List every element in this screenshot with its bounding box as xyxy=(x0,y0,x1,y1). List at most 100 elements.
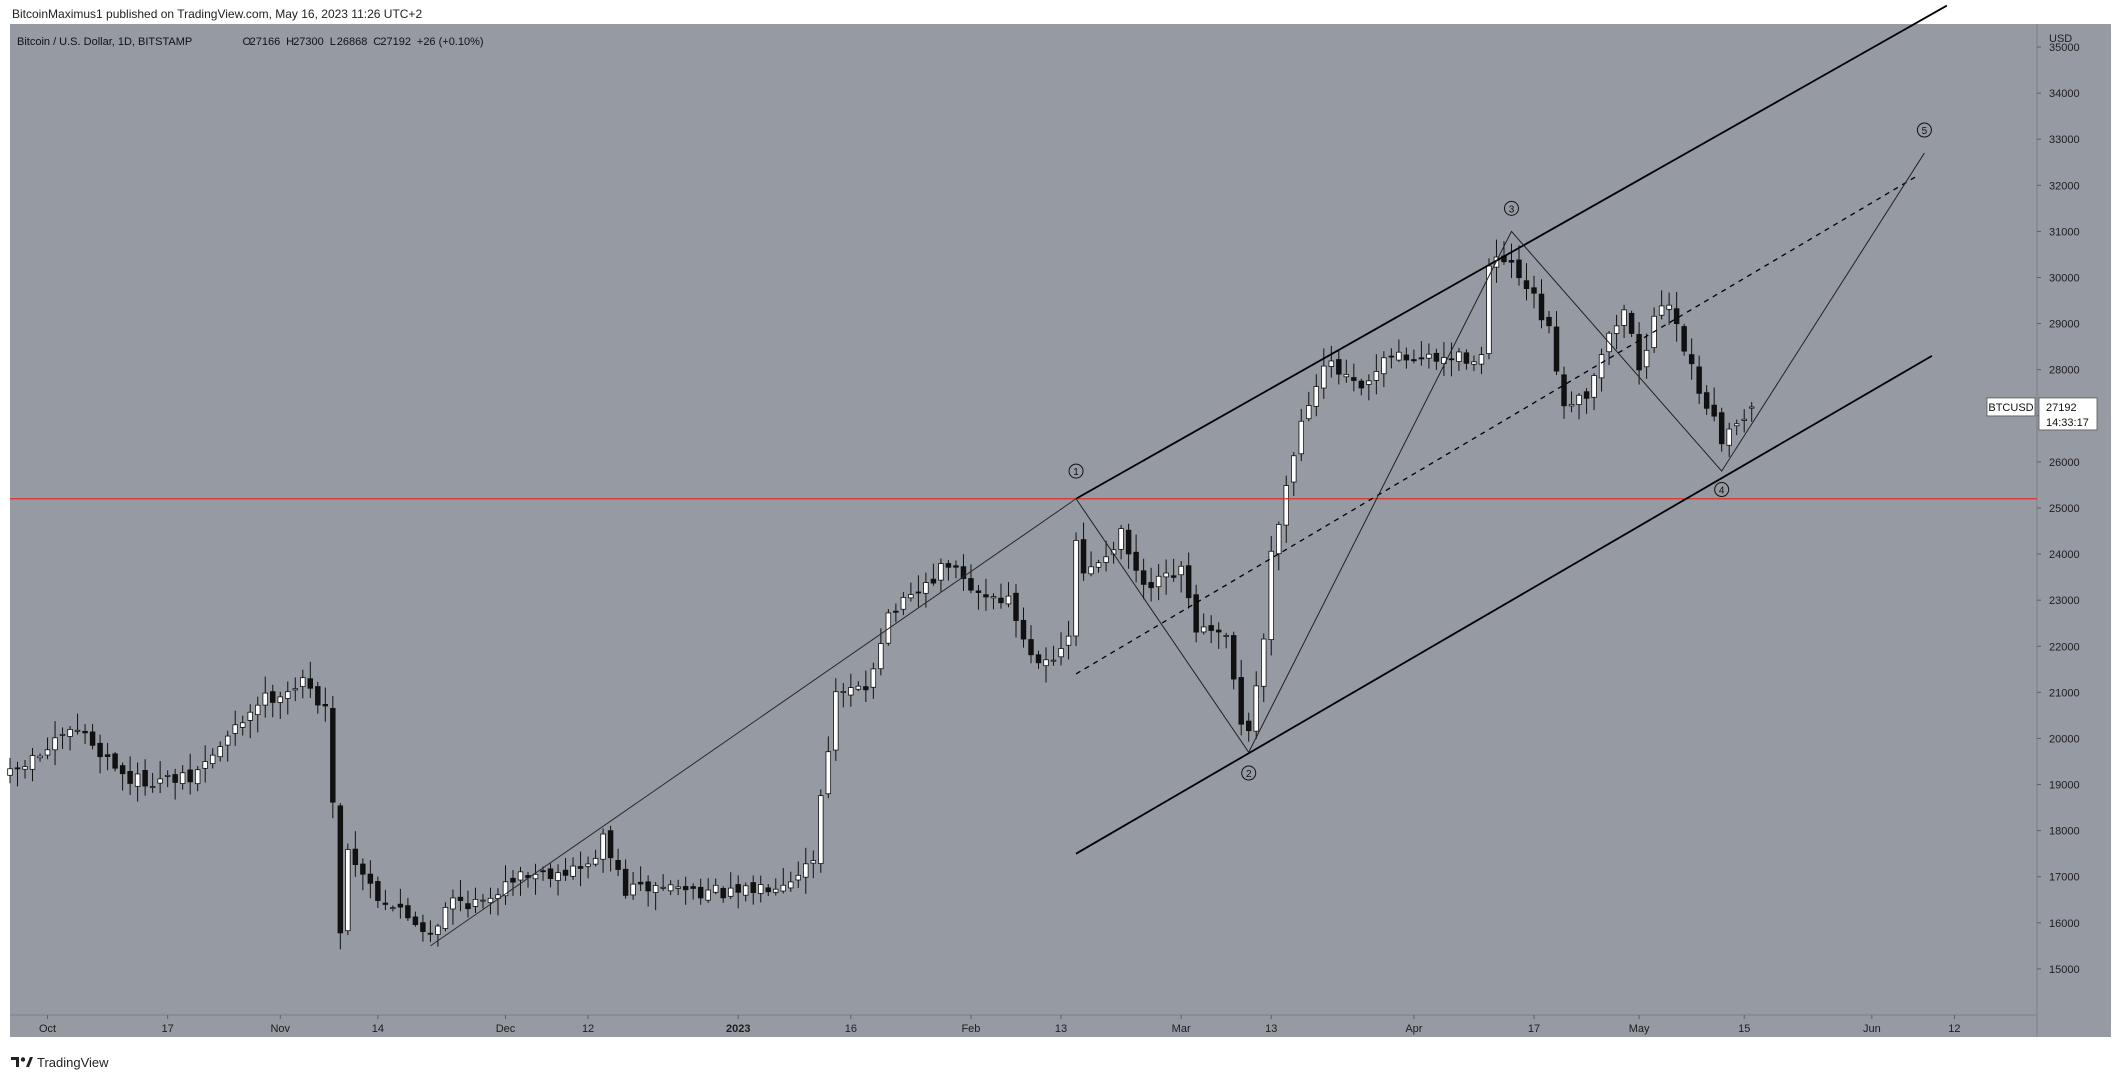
candle xyxy=(127,771,133,784)
wave-label-1: 1 xyxy=(1068,463,1084,479)
candles xyxy=(7,239,1755,950)
candle xyxy=(397,903,404,908)
candle xyxy=(59,733,66,736)
candle xyxy=(465,903,471,910)
candle xyxy=(285,691,291,699)
candle xyxy=(37,755,43,759)
wave-label-circle xyxy=(1714,482,1730,498)
legend-item: C xyxy=(373,36,381,48)
candle xyxy=(667,884,674,892)
publisher-text: BitcoinMaximus1 published on TradingView… xyxy=(12,7,422,21)
candle xyxy=(510,877,516,883)
time-axis xyxy=(10,1015,2037,1037)
candle xyxy=(1538,293,1545,321)
candle xyxy=(1065,635,1072,646)
y-tick-label: 26000 xyxy=(2049,457,2080,469)
candle xyxy=(788,881,794,889)
candle xyxy=(652,885,659,893)
candle xyxy=(908,594,914,599)
candle xyxy=(637,881,644,885)
candle xyxy=(1628,312,1635,334)
candle xyxy=(14,767,21,770)
candle xyxy=(1230,635,1237,680)
candle xyxy=(277,696,283,703)
candle xyxy=(1561,374,1567,407)
candle xyxy=(863,686,869,691)
candle xyxy=(622,868,629,896)
candle xyxy=(1553,326,1560,372)
candle xyxy=(450,897,456,910)
candle xyxy=(1245,720,1252,732)
candle xyxy=(1268,550,1274,641)
candle xyxy=(825,751,832,795)
wave-label-number: 1 xyxy=(1073,467,1079,478)
y-tick-label: 17000 xyxy=(2049,872,2080,884)
chart-pane xyxy=(10,24,2037,1015)
wave-label-circle xyxy=(1068,463,1084,479)
wave-label-circle xyxy=(1916,122,1932,138)
candle xyxy=(878,643,884,670)
candle xyxy=(352,848,359,865)
candle xyxy=(315,686,321,706)
candle xyxy=(420,922,426,932)
candle xyxy=(1531,287,1537,294)
candle xyxy=(22,766,28,770)
legend-item: 27192 xyxy=(380,36,411,48)
candle xyxy=(360,863,366,875)
candle xyxy=(1163,572,1169,578)
candle xyxy=(562,869,569,876)
candle xyxy=(1508,260,1515,263)
wave-label-number: 4 xyxy=(1719,486,1725,497)
x-tick-label: Jun xyxy=(1863,1023,1881,1035)
candle xyxy=(1125,529,1132,555)
candle xyxy=(1568,404,1575,407)
candle xyxy=(855,685,862,690)
candle xyxy=(1726,428,1732,446)
candle xyxy=(112,753,118,769)
candle xyxy=(247,711,253,721)
candle xyxy=(1688,354,1695,365)
candle xyxy=(1673,308,1680,325)
candle xyxy=(607,830,614,859)
y-tick-label: 16000 xyxy=(2049,918,2080,930)
candle xyxy=(1005,595,1012,605)
candle xyxy=(390,907,396,910)
candle xyxy=(705,889,711,901)
candle xyxy=(44,749,51,756)
last-price-text: 27192 xyxy=(2046,402,2077,414)
y-tick-label: 23000 xyxy=(2049,595,2080,607)
candle xyxy=(330,707,336,803)
candle xyxy=(1291,455,1297,483)
candle xyxy=(1703,392,1710,409)
x-tick-label: May xyxy=(1629,1023,1650,1035)
candle xyxy=(600,833,606,860)
candle xyxy=(29,755,36,770)
candle xyxy=(742,885,749,896)
candle xyxy=(1336,359,1342,375)
candle xyxy=(1013,592,1019,621)
candle xyxy=(750,882,756,893)
axis-corner xyxy=(2037,1015,2111,1037)
candle xyxy=(270,691,276,703)
candle xyxy=(427,932,434,935)
candle xyxy=(187,769,193,783)
candle xyxy=(810,860,817,864)
candle xyxy=(1313,386,1320,407)
candle xyxy=(89,731,96,746)
candle xyxy=(1741,418,1747,421)
x-tick-label: 12 xyxy=(1948,1023,1960,1035)
x-tick-label: 13 xyxy=(1265,1023,1277,1035)
channel-mid-dashed-line xyxy=(1075,175,1918,675)
x-tick-label: 16 xyxy=(845,1023,857,1035)
candle xyxy=(1185,565,1192,599)
candle xyxy=(915,591,922,594)
candle xyxy=(1486,265,1492,354)
candle xyxy=(1238,677,1244,725)
candle xyxy=(1426,353,1432,359)
candle xyxy=(1478,354,1485,365)
elliott-wave-path xyxy=(1075,152,1925,754)
support-trend-line xyxy=(430,498,1077,947)
candle xyxy=(1358,380,1365,389)
x-tick-label: Nov xyxy=(270,1023,290,1035)
